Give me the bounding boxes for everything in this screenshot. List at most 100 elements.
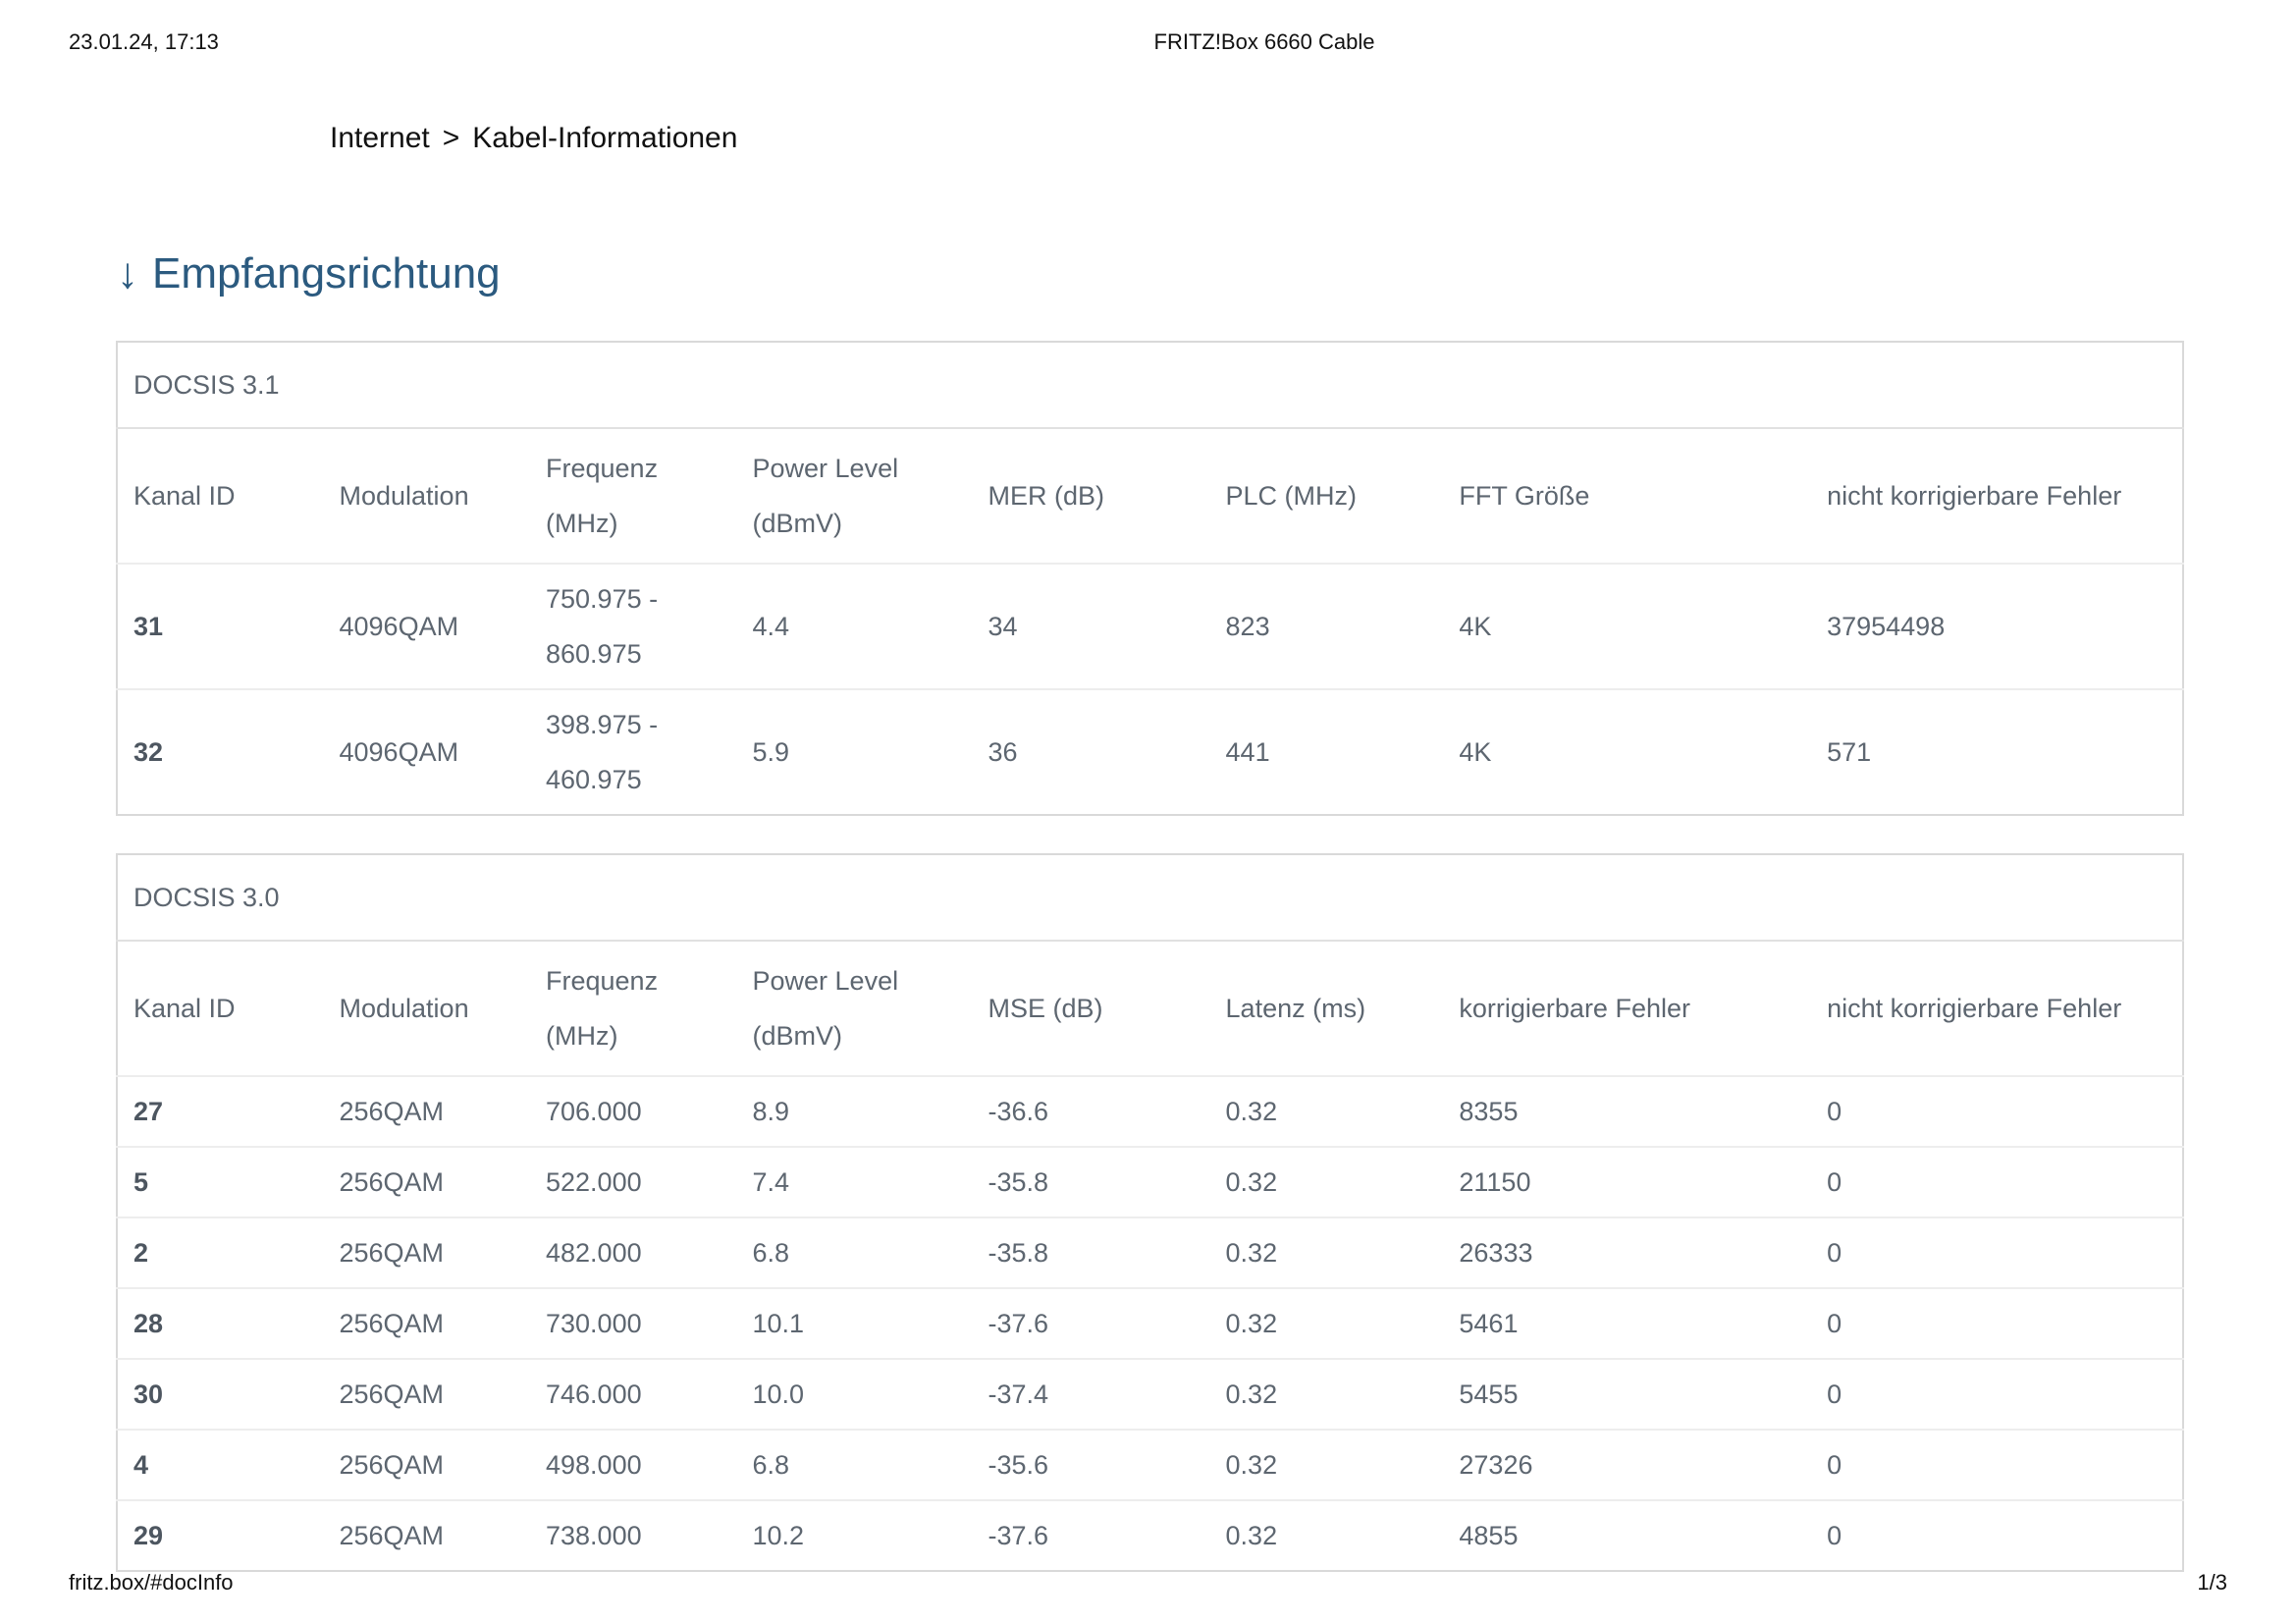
table-cell: -35.8	[988, 1167, 1049, 1197]
table-cell: -35.8	[988, 1238, 1049, 1268]
table-cell: 7.4	[752, 1167, 790, 1197]
table-cell: 0	[1827, 1380, 1842, 1409]
column-header: Power Level (dBmV)	[752, 966, 899, 1051]
table-header-row: Kanal ID Modulation Frequenz (MHz) Power Le…	[117, 941, 2183, 1076]
column-header: korrigierbare Fehler	[1459, 994, 1690, 1023]
table-cell: 4096QAM	[339, 737, 459, 767]
table-cell: 0.32	[1225, 1238, 1278, 1268]
column-header: PLC (MHz)	[1225, 481, 1358, 511]
table-cell: 0.32	[1225, 1167, 1278, 1197]
table-row: 32 4096QAM 398.975 - 460.975 5.9 36 441 4K 571	[117, 689, 2183, 815]
cell-kanal-id: 29	[133, 1521, 164, 1550]
table-cell: 0	[1827, 1238, 1842, 1268]
table-cell: 4855	[1459, 1521, 1519, 1550]
table-cell: -37.6	[988, 1521, 1049, 1550]
column-header: Frequenz (MHz)	[546, 966, 659, 1051]
column-header: Kanal ID	[133, 481, 236, 511]
table-row: 28 256QAM 730.000 10.1 -37.6 0.32 5461 0	[117, 1288, 2183, 1359]
table-row: 31 4096QAM 750.975 - 860.975 4.4 34 823 4K 3795…	[117, 564, 2183, 689]
cell-kanal-id: 28	[133, 1309, 164, 1338]
table-cell: 0.32	[1225, 1309, 1278, 1338]
table-cell: 0	[1827, 1521, 1842, 1550]
table-cell: 256QAM	[339, 1309, 445, 1338]
column-header: FFT Größe	[1459, 481, 1590, 511]
table-cell: 10.1	[752, 1309, 805, 1338]
table-row: 4 256QAM 498.000 6.8 -35.6 0.32 27326 0	[117, 1430, 2183, 1500]
table-cell: 256QAM	[339, 1380, 445, 1409]
section-heading: ↓ Empfangsrichtung	[117, 249, 501, 298]
table-cell: 441	[1225, 737, 1270, 767]
table-cell: 5461	[1459, 1309, 1519, 1338]
table-cell: -35.6	[988, 1450, 1049, 1480]
cell-kanal-id: 5	[133, 1167, 149, 1197]
table-cell: 738.000	[546, 1521, 642, 1550]
column-header: nicht korrigierbare Fehler	[1827, 994, 2122, 1023]
column-header: Latenz (ms)	[1225, 994, 1366, 1023]
table-cell: 4K	[1459, 612, 1492, 641]
table-cell: 256QAM	[339, 1097, 445, 1126]
tables-container: DOCSIS 3.1 Kanal ID Modulation Frequenz (M…	[116, 341, 2184, 1609]
table-cell: 730.000	[546, 1309, 642, 1338]
section-title: Empfangsrichtung	[152, 249, 501, 298]
cell-kanal-id: 2	[133, 1238, 149, 1268]
table-cell: 8.9	[752, 1097, 790, 1126]
print-header: 23.01.24, 17:13 FRITZ!Box 6660 Cable	[69, 29, 2227, 59]
print-footer-page-indicator: 1/3	[2197, 1570, 2227, 1595]
column-header: Frequenz (MHz)	[546, 454, 659, 538]
column-header: nicht korrigierbare Fehler	[1827, 481, 2122, 511]
cell-kanal-id: 31	[133, 612, 164, 641]
cell-kanal-id: 32	[133, 737, 164, 767]
table-cell: 5455	[1459, 1380, 1519, 1409]
table-cell: 0	[1827, 1309, 1842, 1338]
table-cell: 10.0	[752, 1380, 805, 1409]
column-header: Kanal ID	[133, 994, 236, 1023]
table-cell: 256QAM	[339, 1521, 445, 1550]
cell-kanal-id: 4	[133, 1450, 149, 1480]
column-header: Modulation	[339, 994, 469, 1023]
table-cell: -37.6	[988, 1309, 1049, 1338]
column-header: Power Level (dBmV)	[752, 454, 899, 538]
table-cell: 256QAM	[339, 1238, 445, 1268]
table-cell: -36.6	[988, 1097, 1049, 1126]
table-cell: 34	[988, 612, 1018, 641]
down-arrow-icon: ↓	[117, 249, 138, 298]
breadcrumb-separator: >	[442, 122, 460, 154]
table-cell: 37954498	[1827, 612, 1946, 641]
breadcrumb-item-kabel-informationen: Kabel-Informationen	[472, 122, 738, 154]
table-cell: 398.975 - 460.975	[546, 710, 659, 794]
table-cell: 256QAM	[339, 1450, 445, 1480]
table-caption: DOCSIS 3.1	[117, 342, 2183, 429]
table-cell: 823	[1225, 612, 1270, 641]
table-cell: 706.000	[546, 1097, 642, 1126]
table-cell: 21150	[1459, 1167, 1531, 1197]
table-header-row: Kanal ID Modulation Frequenz (MHz) Power Le…	[117, 428, 2183, 564]
table-cell: 6.8	[752, 1450, 790, 1480]
table-cell: 482.000	[546, 1238, 642, 1268]
breadcrumb-item-internet: Internet	[330, 122, 430, 154]
table-cell: 6.8	[752, 1238, 790, 1268]
table-cell: 0.32	[1225, 1097, 1278, 1126]
docsis-table: DOCSIS 3.1 Kanal ID Modulation Frequenz (M…	[116, 341, 2184, 816]
column-header: MER (dB)	[988, 481, 1104, 511]
table-cell: 746.000	[546, 1380, 642, 1409]
table-cell: 10.2	[752, 1521, 805, 1550]
table-row: 30 256QAM 746.000 10.0 -37.4 0.32 5455 0	[117, 1359, 2183, 1430]
table-row: 27 256QAM 706.000 8.9 -36.6 0.32 8355 0	[117, 1076, 2183, 1147]
print-footer-url: fritz.box/#docInfo	[69, 1570, 234, 1595]
table-cell: 26333	[1459, 1238, 1533, 1268]
table-cell: 0	[1827, 1167, 1842, 1197]
print-title: FRITZ!Box 6660 Cable	[1153, 29, 1375, 54]
table-cell: 0.32	[1225, 1450, 1278, 1480]
table-cell: 8355	[1459, 1097, 1519, 1126]
cell-kanal-id: 30	[133, 1380, 164, 1409]
breadcrumb: Internet > Kabel-Informationen	[330, 122, 737, 155]
table-cell: 5.9	[752, 737, 790, 767]
column-header: Modulation	[339, 481, 469, 511]
table-row: 2 256QAM 482.000 6.8 -35.8 0.32 26333 0	[117, 1217, 2183, 1288]
table-row: 5 256QAM 522.000 7.4 -35.8 0.32 21150 0	[117, 1147, 2183, 1217]
table-cell: 571	[1827, 737, 1872, 767]
table-cell: 522.000	[546, 1167, 642, 1197]
print-timestamp: 23.01.24, 17:13	[69, 29, 219, 54]
docsis-table: DOCSIS 3.0 Kanal ID Modulation Frequenz (M…	[116, 853, 2184, 1572]
table-cell: -37.4	[988, 1380, 1049, 1409]
